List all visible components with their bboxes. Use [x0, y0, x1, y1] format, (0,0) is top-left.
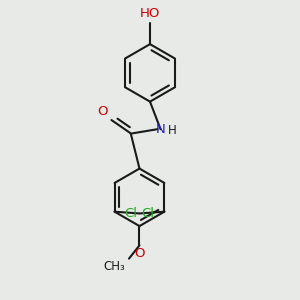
- Text: CH₃: CH₃: [103, 260, 125, 273]
- Text: Cl: Cl: [125, 207, 138, 220]
- Text: Cl: Cl: [141, 207, 154, 220]
- Text: H: H: [168, 124, 177, 137]
- Text: HO: HO: [140, 7, 160, 20]
- Text: N: N: [156, 123, 165, 136]
- Text: O: O: [98, 105, 108, 118]
- Text: O: O: [134, 248, 145, 260]
